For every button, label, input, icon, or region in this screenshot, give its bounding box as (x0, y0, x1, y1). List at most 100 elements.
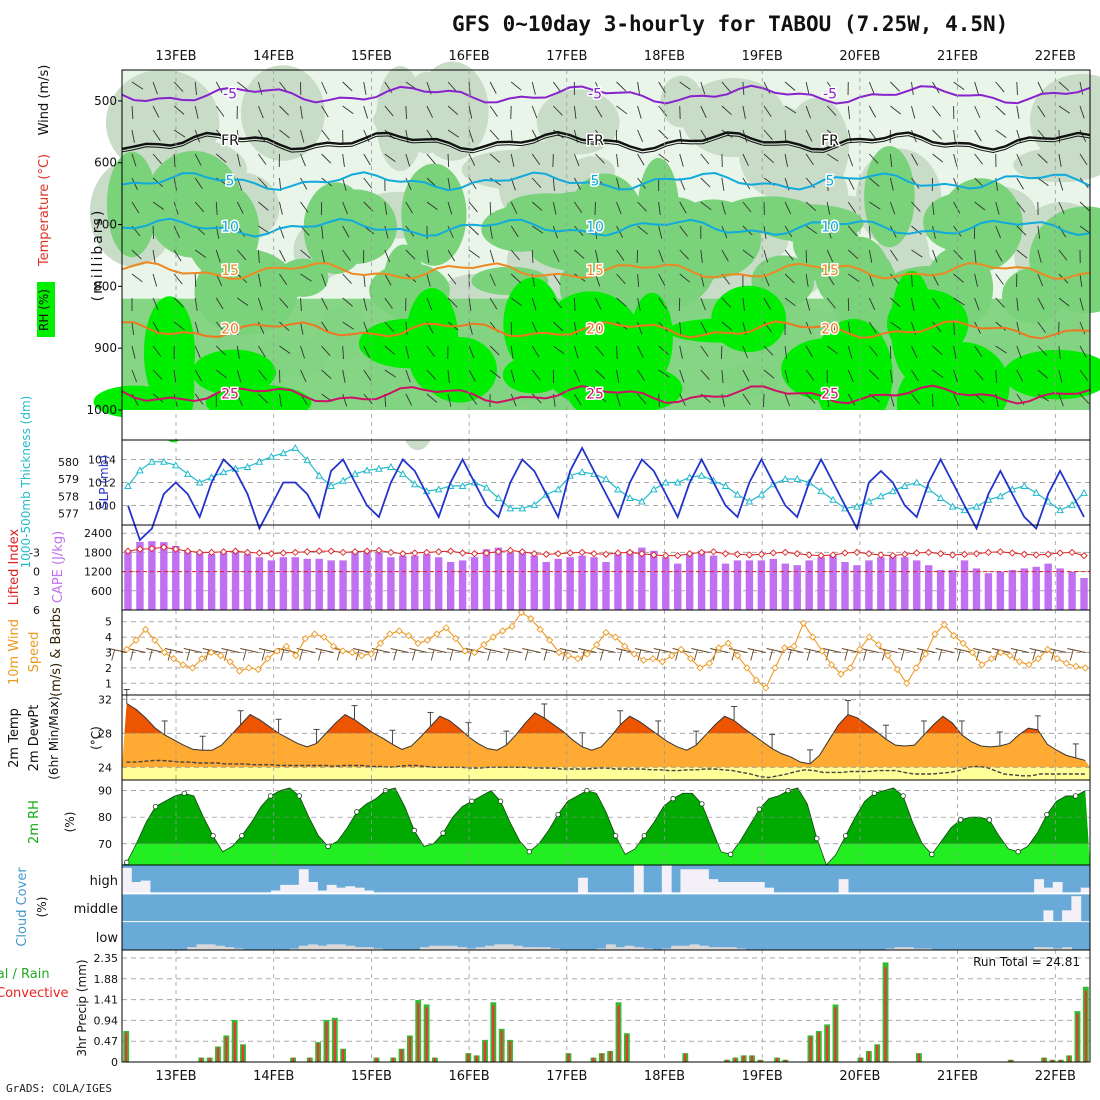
precip-tick-label: 1.88 (94, 973, 119, 986)
li-point (997, 549, 1003, 555)
wind-barb-10m (861, 649, 879, 653)
cloud-high-bar (578, 878, 588, 894)
cloud-layer-middle-label: middle (74, 902, 118, 917)
cape-bar (172, 546, 179, 610)
cloud-high-bar (708, 879, 718, 893)
wind-barb-10m (748, 649, 766, 653)
precip-convective-bar (325, 1022, 327, 1062)
wind-barb-10m (654, 649, 672, 653)
isotherm-label: 5 (226, 173, 235, 189)
rh2m-point (987, 818, 992, 823)
rh2m-point (1073, 794, 1078, 799)
precip-convective-bar (859, 1058, 861, 1062)
li-point (675, 553, 681, 559)
precip-legend-total: Total / Rain (0, 967, 50, 982)
cape-bar (184, 551, 191, 610)
li-point (328, 548, 334, 554)
li-point (711, 549, 717, 555)
isotherm-label: 10 (821, 220, 839, 236)
cape-bar (650, 551, 657, 610)
cape-bar (746, 560, 753, 610)
cape-bar (124, 551, 131, 610)
cape-bar (1021, 568, 1028, 610)
wind-barb-10m (243, 650, 246, 661)
isotherm-label: FR (586, 133, 604, 149)
date-label-top: 21FEB (937, 49, 978, 64)
li-point (448, 548, 454, 554)
wind-speed-point (988, 656, 994, 662)
cloud-layer-high-label: high (90, 874, 118, 889)
rh2m-point (527, 849, 532, 854)
wind-barb-10m (431, 650, 434, 661)
rh2m-point (498, 799, 503, 804)
wind-barb-10m (127, 649, 145, 653)
cloud-low-bar (494, 944, 504, 950)
wind-barb-10m (770, 650, 773, 661)
date-label-bottom: 22FEB (1035, 1069, 1076, 1084)
rh2m-point (901, 794, 906, 799)
precip-convective-bar (509, 1041, 511, 1062)
temp-tick-label: 32 (98, 693, 112, 706)
temperature-axis-label: Temperature (°C) (37, 154, 52, 267)
wind-speed-point (302, 636, 308, 642)
date-label-top: 20FEB (839, 49, 880, 64)
cloud-high-bar (280, 885, 290, 894)
wind-barb-10m (394, 650, 397, 661)
cloud-low-bar (699, 946, 709, 950)
li-point (292, 549, 298, 555)
precip-tick-label: 0 (111, 1056, 118, 1069)
precip-convective-bar (392, 1058, 394, 1062)
wind-tick-label: 4 (105, 631, 112, 644)
wind-speed-point (424, 637, 430, 643)
isotherm-label: 5 (826, 173, 835, 189)
li-point (1069, 549, 1075, 555)
isotherm-label: 10 (221, 220, 239, 236)
precip-convective-bar (567, 1054, 569, 1062)
cape-bar (220, 552, 227, 610)
li-point (938, 551, 944, 557)
precip-axis-label: 3hr Precip (mm) (75, 959, 89, 1056)
wind-speed-point (782, 645, 788, 651)
date-label-top: 13FEB (155, 49, 196, 64)
precip-convective-bar (617, 1005, 619, 1062)
li-tick-label: 0 (33, 566, 40, 579)
wind-tick-label: 2 (105, 662, 112, 675)
isotherm-label: -5 (223, 87, 237, 103)
li-point (854, 549, 860, 555)
wind-barb-10m (619, 650, 622, 661)
temp-axis-label-4: (°C) (89, 726, 103, 750)
wind-speed-point (340, 648, 346, 654)
precip-convective-bar (501, 1030, 503, 1062)
wind-barb-10m (936, 649, 954, 653)
precip-convective-bar (476, 1056, 478, 1062)
cape-axis-label: CAPE (J/kg) (51, 531, 66, 603)
cape-bar (1056, 568, 1063, 610)
wind-speed-point (509, 623, 515, 629)
cloud-high-bar (308, 882, 318, 893)
wind-axis-label: Wind (m/s) (37, 65, 52, 136)
wind-speed-point (434, 631, 440, 637)
rh2m-point (613, 833, 618, 838)
cape-bar (662, 557, 669, 610)
wind-barb-10m (409, 649, 427, 653)
rh2m-point (124, 860, 129, 865)
cape-bar (817, 557, 824, 610)
cloud-high-bar (290, 885, 300, 894)
precip-convective-bar (809, 1037, 811, 1062)
cape-bar (566, 557, 573, 610)
precip-convective-bar (417, 1003, 419, 1062)
precip-convective-bar (492, 1005, 494, 1062)
cape-bar (447, 562, 454, 610)
wind-speed-point (1082, 665, 1088, 671)
wind-barb-10m (788, 650, 791, 661)
rh2m-point (1045, 812, 1050, 817)
precip-convective-bar (467, 1054, 469, 1062)
cape-bar (208, 554, 215, 610)
precip-convective-bar (876, 1045, 878, 1062)
precip-tick-label: 0.47 (94, 1035, 119, 1048)
wind-barb-10m (1011, 649, 1029, 653)
precip-legend-convective: Convective (0, 986, 69, 1001)
wind-axis-label-2: Speed (27, 632, 42, 673)
precip-convective-bar (743, 1056, 745, 1062)
precip-convective-bar (209, 1058, 211, 1062)
